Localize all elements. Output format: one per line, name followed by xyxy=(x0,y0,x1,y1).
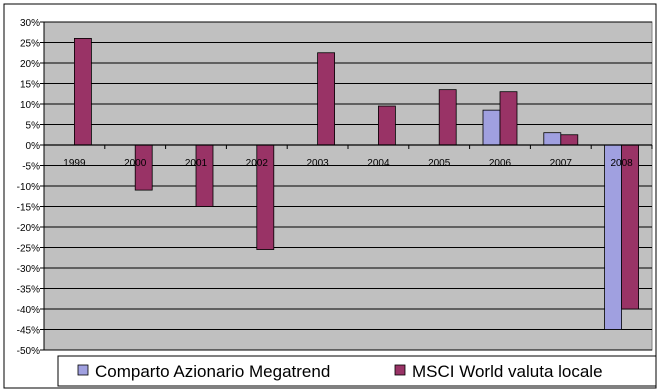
bar xyxy=(438,89,457,146)
x-tick-label: 2001 xyxy=(185,158,208,169)
x-tick-label: 1999 xyxy=(63,158,86,169)
y-tick-label: -15% xyxy=(17,203,40,214)
legend: Comparto Azionario Megatrend MSCI World v… xyxy=(57,355,657,387)
bar xyxy=(482,109,501,146)
y-tick-label: 25% xyxy=(20,39,40,50)
x-tick-label: 2003 xyxy=(306,158,329,169)
legend-swatch xyxy=(394,364,406,376)
bar xyxy=(195,144,214,207)
gridlines xyxy=(44,21,652,351)
y-tick-label: -45% xyxy=(17,326,40,337)
legend-swatch xyxy=(77,364,89,376)
bars xyxy=(74,38,639,330)
bar xyxy=(604,144,622,330)
x-tick-label: 2000 xyxy=(124,158,147,169)
x-axis: 1999 2000 2001 2002 2003 2004 2005 2006 2007 2008 xyxy=(43,144,653,169)
x-tick-label: 2006 xyxy=(489,158,512,169)
bar xyxy=(621,144,639,310)
y-tick-label: 15% xyxy=(20,80,40,91)
y-tick-label: -35% xyxy=(17,285,40,296)
x-tick-label: 2004 xyxy=(367,158,390,169)
bar xyxy=(499,91,518,146)
y-tick-label: 20% xyxy=(20,59,40,70)
bar xyxy=(377,105,396,146)
legend-box xyxy=(57,355,657,387)
bar xyxy=(543,132,562,146)
x-tick-label: 2008 xyxy=(610,158,633,169)
y-tick-label: 0% xyxy=(26,141,41,152)
x-tick-label: 2002 xyxy=(246,158,269,169)
legend-label: MSCI World valuta locale xyxy=(412,362,603,381)
y-tick-label: -5% xyxy=(22,162,40,173)
bar xyxy=(74,38,92,146)
y-tick-label: -10% xyxy=(17,182,40,193)
y-tick-label: -50% xyxy=(17,346,40,357)
y-tick-label: 5% xyxy=(26,121,41,132)
y-tick-label: 10% xyxy=(20,100,40,111)
bar xyxy=(317,52,336,146)
x-tick-label: 2007 xyxy=(550,158,573,169)
y-tick-label: -40% xyxy=(17,305,40,316)
bar xyxy=(560,134,579,146)
x-tick-label: 2005 xyxy=(428,158,451,169)
y-tick-label: 30% xyxy=(20,18,40,29)
y-tick-label: -30% xyxy=(17,264,40,275)
y-tick-label: -20% xyxy=(17,223,40,234)
y-axis: 30% 25% 20% 15% 10% 5% 0% -5% -10% -15% -20% -25% -3… xyxy=(17,18,45,357)
y-tick-label: -25% xyxy=(17,244,40,255)
legend-label: Comparto Azionario Megatrend xyxy=(95,362,330,381)
